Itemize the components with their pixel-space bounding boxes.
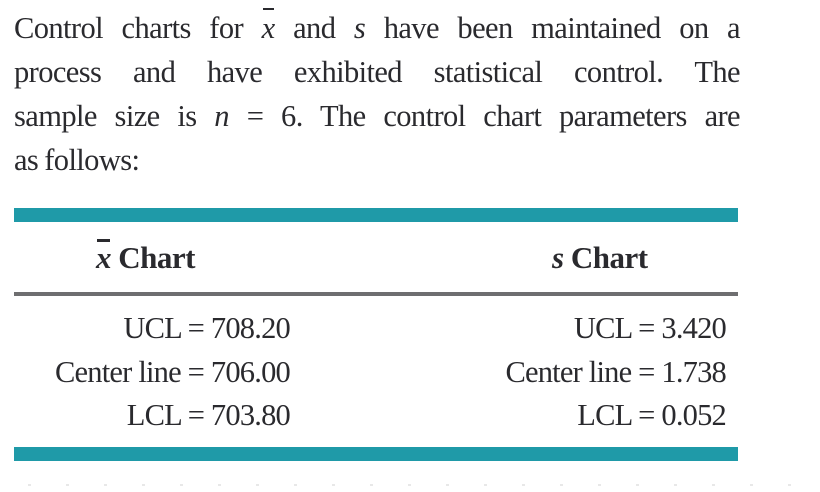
table-bottom-rule bbox=[14, 447, 738, 461]
xbar-lcl: LCL = 703.80 bbox=[126, 398, 291, 432]
problem-line-1: Control charts for x and s have been mai… bbox=[14, 6, 741, 50]
header-divider bbox=[14, 292, 738, 296]
s-lcl: LCL = 0.052 bbox=[577, 398, 727, 432]
x-bar-symbol: x bbox=[262, 6, 275, 50]
s-chart-parameters: UCL = 3.420 Center line = 1.738 LCL = 0.… bbox=[505, 307, 726, 438]
text-fragment: have been maintained on a bbox=[365, 11, 741, 45]
xbar-center-line: Center line = 706.00 bbox=[55, 354, 291, 389]
xbar-chart-parameters: UCL = 708.20 Center line = 706.00 LCL = … bbox=[55, 307, 291, 438]
problem-line-2: process and have exhibited statistical c… bbox=[14, 55, 741, 89]
problem-line-4: as follows: bbox=[14, 143, 140, 177]
text-fragment: Control charts for bbox=[14, 11, 262, 45]
cropped-next-line bbox=[28, 484, 818, 486]
s-ucl: UCL = 3.420 bbox=[573, 311, 727, 345]
header-xbar-chart: x Chart bbox=[96, 236, 195, 280]
header-label: Chart bbox=[563, 240, 648, 275]
header-label: Chart bbox=[111, 240, 195, 275]
text-fragment: = 6. The control chart parameters are bbox=[228, 99, 741, 133]
table-top-rule bbox=[14, 208, 738, 222]
x-bar-symbol: x bbox=[96, 236, 112, 280]
text-fragment: sample size is bbox=[14, 99, 215, 133]
s-symbol: s bbox=[552, 240, 564, 275]
n-symbol: n bbox=[214, 99, 229, 133]
problem-statement: Control charts for x and s have been mai… bbox=[14, 6, 741, 182]
header-s-chart: s Chart bbox=[552, 236, 648, 280]
s-center-line: Center line = 1.738 bbox=[505, 354, 726, 389]
s-symbol: s bbox=[353, 11, 366, 45]
xbar-ucl: UCL = 708.20 bbox=[123, 311, 290, 345]
text-fragment: and bbox=[274, 11, 354, 45]
problem-line-3: sample size is n = 6. The control chart … bbox=[14, 94, 741, 138]
